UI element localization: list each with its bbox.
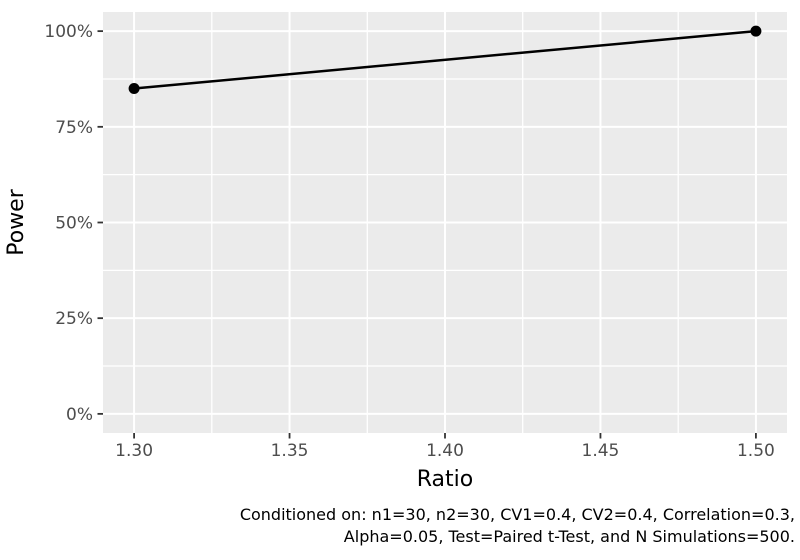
gridline-layer xyxy=(103,12,787,433)
x-axis-tick-label: 1.50 xyxy=(737,441,775,461)
data-series-layer xyxy=(128,25,762,95)
x-axis-tick-label: 1.35 xyxy=(271,441,309,461)
x-axis-tick-label: 1.40 xyxy=(426,441,464,461)
y-axis-title: Power xyxy=(4,188,29,255)
data-point xyxy=(128,83,140,95)
caption-line-1: Conditioned on: n1=30, n2=30, CV1=0.4, C… xyxy=(240,505,795,524)
data-point xyxy=(750,25,762,37)
x-axis-title: Ratio xyxy=(417,467,473,492)
y-axis-tick-label: 0% xyxy=(66,405,93,425)
axis-tick-layer xyxy=(97,30,757,439)
x-axis-tick-label: 1.45 xyxy=(582,441,620,461)
caption-line-2: Alpha=0.05, Test=Paired t-Test, and N Si… xyxy=(344,527,795,546)
y-axis-tick-label: 25% xyxy=(55,309,93,329)
y-axis-tick-label: 75% xyxy=(55,118,93,138)
x-axis-tick-label: 1.30 xyxy=(115,441,153,461)
y-axis-tick-label: 100% xyxy=(44,22,93,42)
tick-label-layer: 1.30 1.35 1.40 1.45 1.50 0% 25% 50% 75% 100% xyxy=(44,22,774,461)
y-axis-tick-label: 50% xyxy=(55,214,93,234)
power-curve-line xyxy=(133,29,757,90)
